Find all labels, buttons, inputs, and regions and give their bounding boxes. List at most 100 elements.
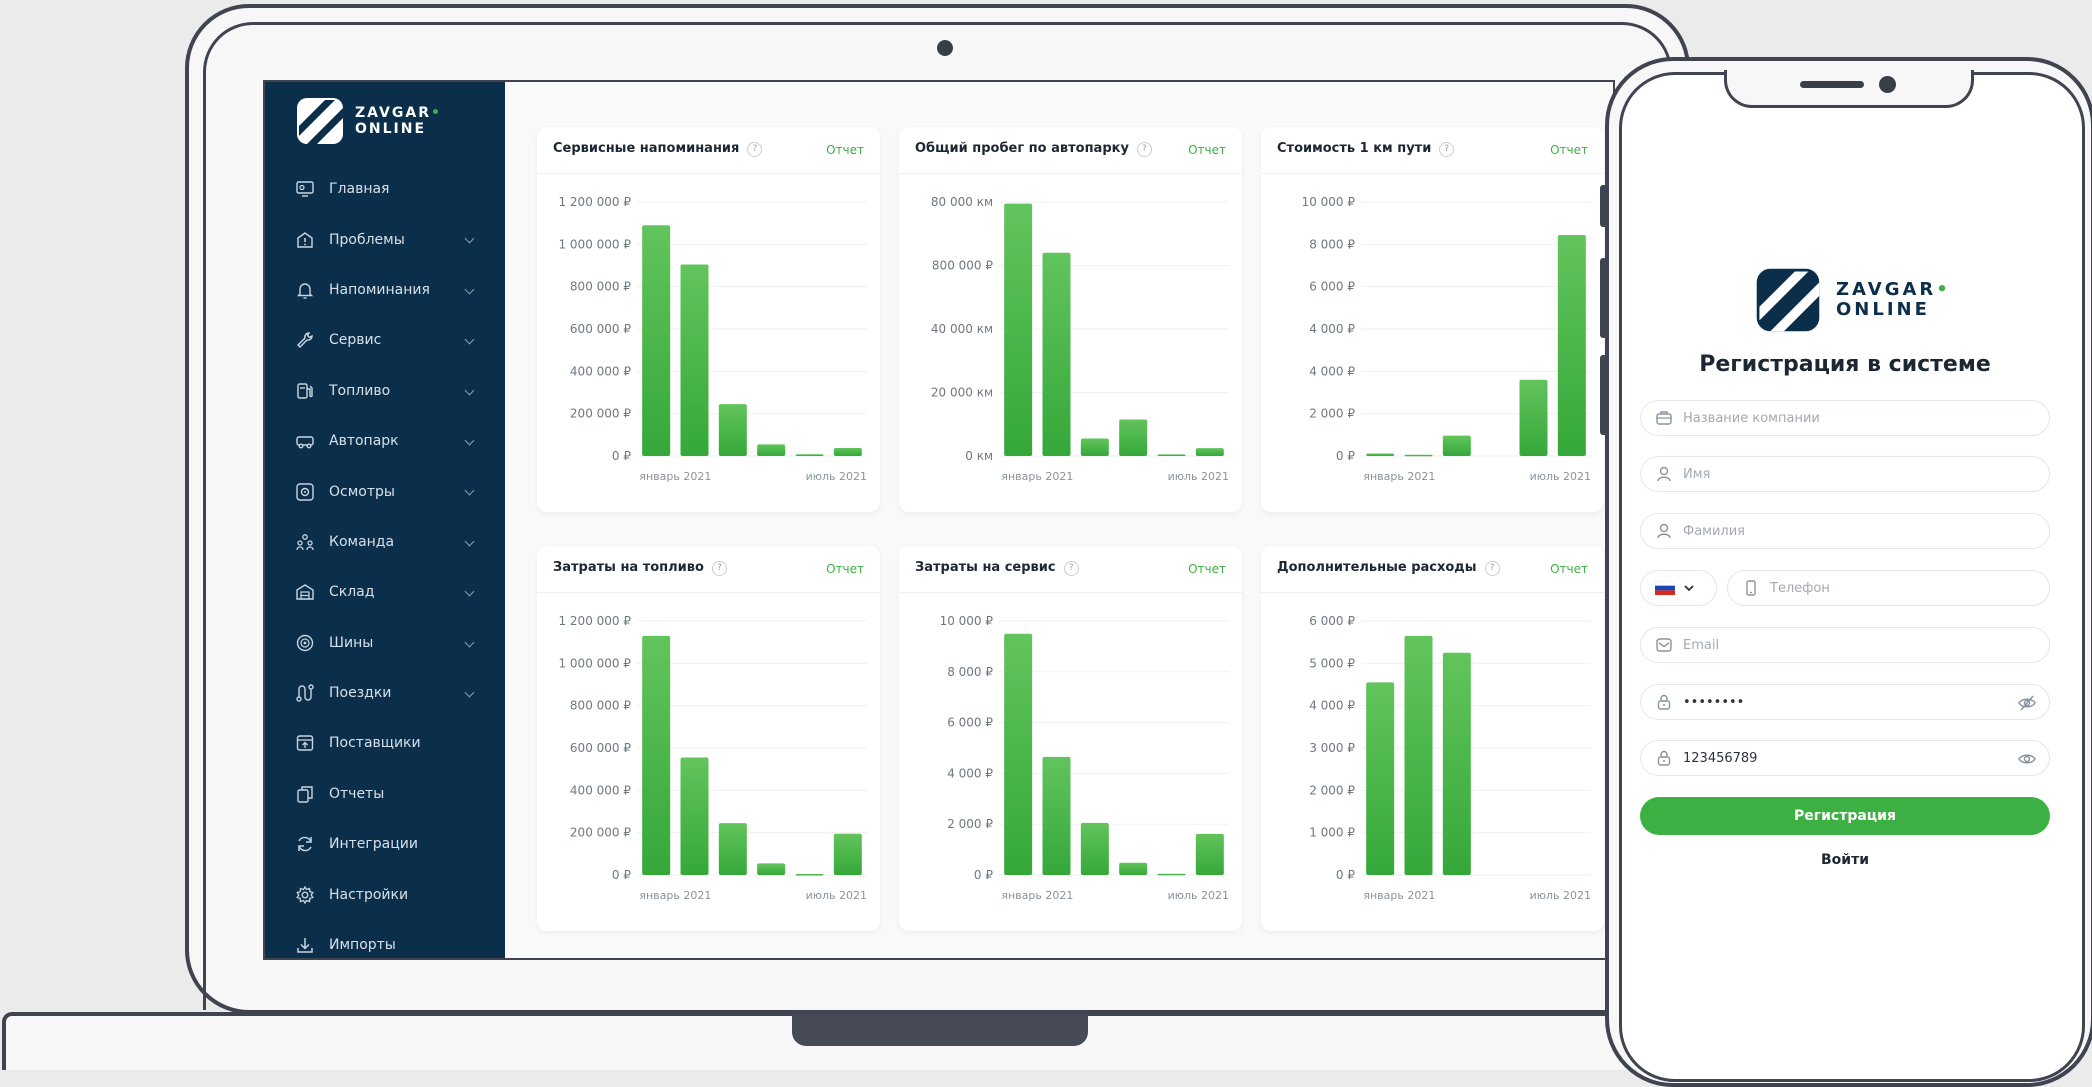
bar-chart: 0 ₽ 2 000 ₽ 4 000 ₽ 6 000 ₽ 8 000 ₽ 10 000 ₽ я… [940, 614, 1229, 902]
phone-input[interactable] [1770, 580, 2049, 596]
chevron-down-icon[interactable] [464, 687, 475, 698]
register-button[interactable]: Регистрация [1640, 797, 2050, 835]
bar[interactable] [1366, 453, 1395, 456]
bar[interactable] [1004, 633, 1033, 875]
chevron-down-icon[interactable] [464, 385, 475, 396]
sidebar-item-9[interactable]: Шины [265, 618, 505, 668]
bar[interactable] [1119, 862, 1148, 875]
last-name-field[interactable] [1640, 513, 2050, 549]
sidebar-item-2[interactable]: Напоминания [265, 265, 505, 315]
chevron-down-icon[interactable] [464, 586, 475, 597]
x-tick-label: январь 2021 [1363, 470, 1435, 483]
sidebar-item-15[interactable]: Импорты [265, 920, 505, 958]
sidebar-item-5[interactable]: Автопарк [265, 416, 505, 466]
bar[interactable] [1519, 379, 1548, 456]
sidebar-item-14[interactable]: Настройки [265, 869, 505, 919]
help-icon[interactable]: ? [747, 142, 763, 157]
bar[interactable] [795, 454, 824, 456]
logo-mark-icon [297, 98, 343, 144]
logo[interactable]: ZAVGAR• ONLINE [295, 96, 442, 146]
report-link[interactable]: Отчет [826, 143, 864, 157]
chevron-down-icon[interactable] [464, 637, 475, 647]
bar[interactable] [1442, 652, 1471, 875]
bar[interactable] [642, 225, 671, 456]
password-confirm-field[interactable] [1640, 740, 2050, 776]
eye-icon[interactable] [2017, 749, 2037, 769]
password-confirm-input[interactable] [1683, 750, 1983, 766]
password-input[interactable] [1683, 694, 1983, 710]
sidebar-item-13[interactable]: Интеграции [265, 819, 505, 869]
first-name-input[interactable] [1683, 466, 1983, 482]
bar[interactable] [680, 757, 709, 875]
help-icon[interactable]: ? [711, 561, 727, 576]
eye-off-icon[interactable] [2017, 693, 2037, 713]
bar[interactable] [757, 863, 786, 875]
company-field[interactable] [1640, 400, 2050, 436]
chevron-down-icon[interactable] [464, 435, 475, 446]
report-link[interactable]: Отчет [1188, 562, 1226, 576]
help-icon[interactable]: ? [1136, 142, 1152, 157]
sidebar-item-7[interactable]: Команда [265, 517, 505, 567]
help-icon[interactable]: ? [1484, 561, 1500, 576]
problem-icon [297, 231, 313, 248]
phone-field[interactable] [1727, 570, 2050, 606]
report-link[interactable]: Отчет [1550, 562, 1588, 576]
sidebar-item-11[interactable]: Поставщики [265, 718, 505, 768]
x-tick-label: июль 2021 [1168, 470, 1229, 483]
y-tick-label: 8 000 ₽ [947, 665, 993, 679]
report-link[interactable]: Отчет [826, 562, 864, 576]
help-icon[interactable]: ? [1063, 561, 1079, 576]
bar[interactable] [1404, 454, 1433, 457]
bar[interactable] [718, 404, 747, 456]
bar[interactable] [1042, 252, 1071, 456]
bar[interactable] [1442, 435, 1471, 456]
bar[interactable] [1404, 635, 1433, 875]
report-link[interactable]: Отчет [1550, 143, 1588, 157]
sidebar-item-8[interactable]: Склад [265, 567, 505, 617]
chevron-down-icon[interactable] [464, 536, 475, 547]
password-field[interactable] [1640, 684, 2050, 720]
sidebar-item-6[interactable]: Осмотры [265, 466, 505, 516]
bar[interactable] [1557, 235, 1586, 456]
sidebar-item-0[interactable]: Главная [265, 164, 505, 214]
chevron-down-icon[interactable] [464, 485, 475, 496]
bar[interactable] [1004, 203, 1033, 456]
bar[interactable] [718, 823, 747, 875]
bar[interactable] [1157, 873, 1186, 876]
bar[interactable] [680, 264, 709, 456]
sidebar-item-4[interactable]: Топливо [265, 366, 505, 416]
bar[interactable] [833, 447, 862, 456]
last-name-input[interactable] [1683, 523, 1983, 539]
reports-icon [297, 786, 313, 803]
sidebar-item-3[interactable]: Сервис [265, 315, 505, 365]
bar[interactable] [1195, 448, 1224, 456]
chevron-down-icon[interactable] [464, 284, 475, 295]
chevron-down-icon[interactable] [464, 334, 475, 345]
chart-card-3: Затраты на топливо? Отчет 0 ₽ 200 000 ₽ 400 … [537, 546, 880, 931]
sidebar-item-label: Отчеты [329, 785, 385, 802]
report-link[interactable]: Отчет [1188, 143, 1226, 157]
email-field[interactable] [1640, 627, 2050, 663]
bar[interactable] [1080, 822, 1109, 875]
bar[interactable] [795, 873, 824, 876]
bar[interactable] [1195, 833, 1224, 875]
bar[interactable] [642, 635, 671, 875]
bar[interactable] [833, 833, 862, 875]
help-icon[interactable]: ? [1439, 142, 1455, 157]
bar[interactable] [757, 444, 786, 456]
phone-side-button [1600, 185, 1607, 227]
bar[interactable] [1042, 756, 1071, 875]
bar[interactable] [1157, 454, 1186, 456]
sidebar-item-10[interactable]: Поездки [265, 668, 505, 718]
login-link[interactable]: Войти [1820, 852, 1870, 868]
country-code-select[interactable] [1640, 570, 1717, 606]
company-input[interactable] [1683, 410, 1983, 426]
first-name-field[interactable] [1640, 456, 2050, 492]
sidebar-item-1[interactable]: Проблемы [265, 214, 505, 264]
chevron-down-icon[interactable] [464, 233, 475, 244]
bar[interactable] [1080, 438, 1109, 456]
sidebar-item-12[interactable]: Отчеты [265, 769, 505, 819]
bar[interactable] [1119, 419, 1148, 456]
email-input[interactable] [1683, 637, 1983, 653]
bar[interactable] [1366, 682, 1395, 875]
